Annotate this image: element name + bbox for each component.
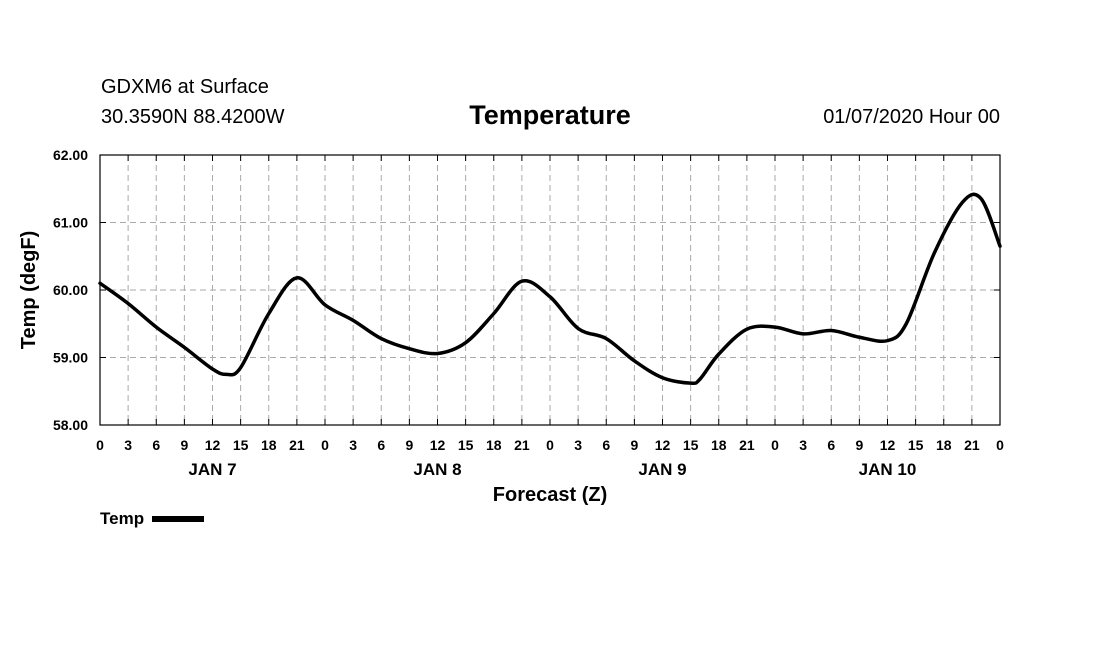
day-label: JAN 8 <box>413 460 461 479</box>
x-tick-label: 12 <box>655 437 671 453</box>
x-tick-label: 3 <box>349 437 357 453</box>
x-tick-label: 18 <box>486 437 502 453</box>
x-tick-label: 15 <box>908 437 924 453</box>
plot-frame <box>99 154 1001 426</box>
y-axis-label: Temp (degF) <box>18 231 40 350</box>
day-label: JAN 10 <box>859 460 917 479</box>
day-label: JAN 7 <box>188 460 236 479</box>
legend-label: Temp <box>100 509 145 528</box>
x-tick-label: 21 <box>739 437 755 453</box>
x-tick-label: 18 <box>711 437 727 453</box>
x-tick-label: 6 <box>152 437 160 453</box>
x-tick-label: 0 <box>996 437 1004 453</box>
x-tick-label: 21 <box>289 437 305 453</box>
x-tick-label: 15 <box>458 437 474 453</box>
x-tick-label: 0 <box>771 437 779 453</box>
x-tick-label: 21 <box>514 437 530 453</box>
legend: Temp <box>100 509 205 529</box>
model-level-label: GDXM6 at Surface <box>101 76 269 98</box>
x-tick-label: 6 <box>377 437 385 453</box>
x-tick-label: 18 <box>936 437 952 453</box>
x-tick-label: 9 <box>180 437 188 453</box>
x-tick-label: 0 <box>321 437 329 453</box>
temp-series-line <box>98 192 1002 386</box>
x-tick-label: 15 <box>233 437 249 453</box>
x-tick-label: 12 <box>880 437 896 453</box>
x-tick-label: 15 <box>683 437 699 453</box>
x-tick-label: 0 <box>546 437 554 453</box>
x-tick-label: 12 <box>430 437 446 453</box>
x-tick-label: 18 <box>261 437 277 453</box>
x-tick-label: 9 <box>405 437 413 453</box>
x-tick-label: 6 <box>827 437 835 453</box>
legend-line-swatch <box>152 516 205 522</box>
x-tick-label: 3 <box>799 437 807 453</box>
x-tick-label: 6 <box>602 437 610 453</box>
x-tick-label: 9 <box>855 437 863 453</box>
x-tick-label: 3 <box>574 437 582 453</box>
location-label: 30.3590N 88.4200W <box>101 106 285 128</box>
x-axis-label: Forecast (Z) <box>493 484 607 506</box>
y-tick-label: 60.00 <box>53 282 88 298</box>
x-tick-label: 9 <box>630 437 638 453</box>
chart-title: Temperature <box>469 100 631 130</box>
x-tick-label: 12 <box>205 437 221 453</box>
x-tick-label: 3 <box>124 437 132 453</box>
x-tick-label: 0 <box>96 437 104 453</box>
day-label: JAN 9 <box>638 460 686 479</box>
y-tick-label: 59.00 <box>53 350 88 366</box>
y-tick-label: 58.00 <box>53 417 88 433</box>
x-tick-label: 21 <box>964 437 980 453</box>
forecast-datetime: 01/07/2020 Hour 00 <box>823 106 1000 128</box>
y-tick-label: 62.00 <box>53 147 88 163</box>
y-tick-label: 61.00 <box>53 215 88 231</box>
